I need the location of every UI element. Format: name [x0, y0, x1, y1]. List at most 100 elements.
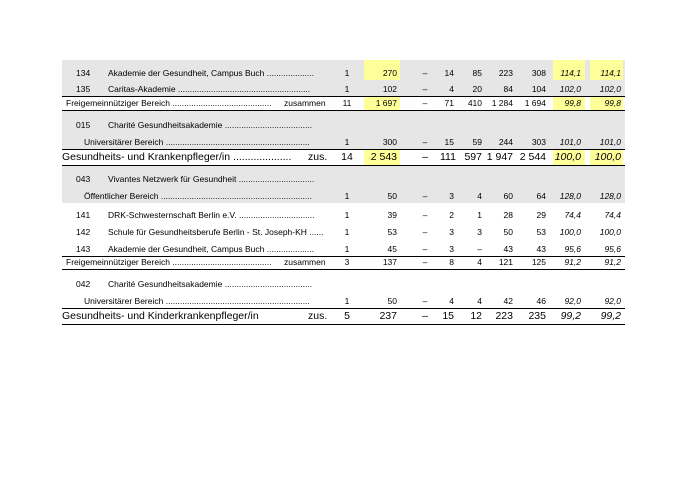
value: 71: [444, 98, 454, 108]
value: –: [422, 310, 428, 322]
value: 410: [467, 98, 482, 108]
value: 2 543: [370, 151, 397, 163]
value: –: [422, 84, 428, 94]
label: Gesundheits- und Kinderkrankenpfleger/in: [62, 310, 259, 322]
value: 102,0: [559, 84, 581, 94]
code: 142: [76, 227, 91, 237]
value: 597: [464, 151, 482, 163]
value: 101,0: [559, 137, 581, 147]
code: 042: [76, 279, 91, 289]
value: 50: [387, 191, 397, 201]
value: 12: [470, 310, 482, 322]
sub-name: Öffentlicher Bereich ...................…: [84, 191, 312, 201]
value: 4: [449, 296, 454, 306]
highlight: [553, 60, 585, 80]
suffix: zus.: [308, 310, 328, 322]
value: 95,6: [564, 244, 581, 254]
value: 121: [498, 257, 513, 267]
code: 015: [76, 120, 91, 130]
value: 104: [531, 84, 546, 94]
value: –: [422, 296, 428, 306]
value: 4: [477, 257, 482, 267]
value: 125: [531, 257, 546, 267]
value: 3: [449, 227, 454, 237]
value: 114,1: [600, 68, 621, 78]
highlight: [590, 97, 623, 110]
value: 5: [344, 310, 350, 322]
value: 99,8: [564, 98, 581, 108]
value: 100,0: [594, 151, 621, 163]
table-row: 015 Charité Gesundheitsakademie .........…: [62, 111, 625, 149]
value: 4: [477, 191, 482, 201]
value: 101,0: [599, 137, 621, 147]
value: 1: [344, 68, 350, 78]
value: 102,0: [599, 84, 621, 94]
value: 53: [536, 227, 546, 237]
table-row: 135 Caritas-Akademie ...................…: [62, 80, 625, 96]
value: 15: [442, 310, 454, 322]
value: 46: [536, 296, 546, 306]
value: –: [477, 244, 482, 254]
label: Freigemeinnütziger Bereich .............…: [66, 98, 272, 108]
value: 43: [503, 244, 513, 254]
value: 137: [382, 257, 397, 267]
value: 99,2: [560, 310, 581, 322]
value: 1: [344, 244, 350, 254]
highlight: [590, 150, 623, 165]
value: 1: [344, 210, 350, 220]
label: Freigemeinnütziger Bereich .............…: [66, 257, 272, 267]
table-row: Freigemeinnütziger Bereich .............…: [62, 96, 625, 111]
value: 4: [477, 296, 482, 306]
value: 244: [498, 137, 513, 147]
table-row: 1 43 Akademie der Gesundheit, Campus Buch …: [62, 239, 625, 256]
value: 235: [528, 310, 546, 322]
table-row: Gesundheits- und Krankenpfleger/in .....…: [62, 149, 625, 166]
value: –: [422, 244, 428, 254]
value: 1: [344, 227, 350, 237]
highlight: [364, 97, 400, 110]
name: DRK-Schwesternschaft Berlin e.V. .......…: [108, 210, 315, 220]
value: –: [422, 191, 428, 201]
value: 1: [344, 137, 350, 147]
value: 270: [382, 68, 397, 78]
value: 102: [382, 84, 397, 94]
suffix: zusammen: [284, 98, 326, 108]
name: Akademie der Gesundheit, Campus Buch ...…: [108, 244, 314, 254]
table-row: 142 Schule für Gesundheitsberufe Berlin -…: [62, 222, 625, 239]
value: 128,0: [559, 191, 581, 201]
value: 4: [449, 84, 454, 94]
value: 95,6: [604, 244, 621, 254]
value: 100,0: [599, 227, 621, 237]
sub-name: Universitärer Bereich ..................…: [84, 296, 310, 306]
value: 91,2: [564, 257, 581, 267]
table-row: 134 Akademie der Gesundheit, Campus Buch …: [62, 60, 625, 80]
value: –: [422, 151, 428, 163]
value: 50: [503, 227, 513, 237]
value: 3: [477, 227, 482, 237]
table-row: 141 DRK-Schwesternschaft Berlin e.V. ....…: [62, 203, 625, 222]
value: 100,0: [554, 151, 581, 163]
value: 1 697: [375, 98, 397, 108]
value: 60: [503, 191, 513, 201]
table-row: Freigemeinnütziger Bereich .............…: [62, 256, 625, 270]
value: 85: [472, 68, 482, 78]
name: Charité Gesundheitsakademie ............…: [108, 120, 313, 130]
value: 92,0: [604, 296, 621, 306]
value: 99,8: [604, 98, 621, 108]
value: 8: [449, 257, 454, 267]
value: 1 947: [486, 151, 513, 163]
highlight: [364, 60, 400, 80]
value: 303: [531, 137, 546, 147]
value: –: [422, 210, 428, 220]
value: 3: [449, 191, 454, 201]
sub-name: Universitärer Bereich ..................…: [84, 137, 310, 147]
value: 92,0: [564, 296, 581, 306]
value: 42: [503, 296, 513, 306]
value: 1: [477, 210, 482, 220]
table-row: 043 Vivantes Netzwerk für Gesundheit ....…: [62, 166, 625, 203]
value: 91,2: [604, 257, 621, 267]
value: –: [422, 68, 428, 78]
value: 1 694: [524, 98, 546, 108]
table-row: 042 Charité Gesundheitsakademie .........…: [62, 270, 625, 308]
